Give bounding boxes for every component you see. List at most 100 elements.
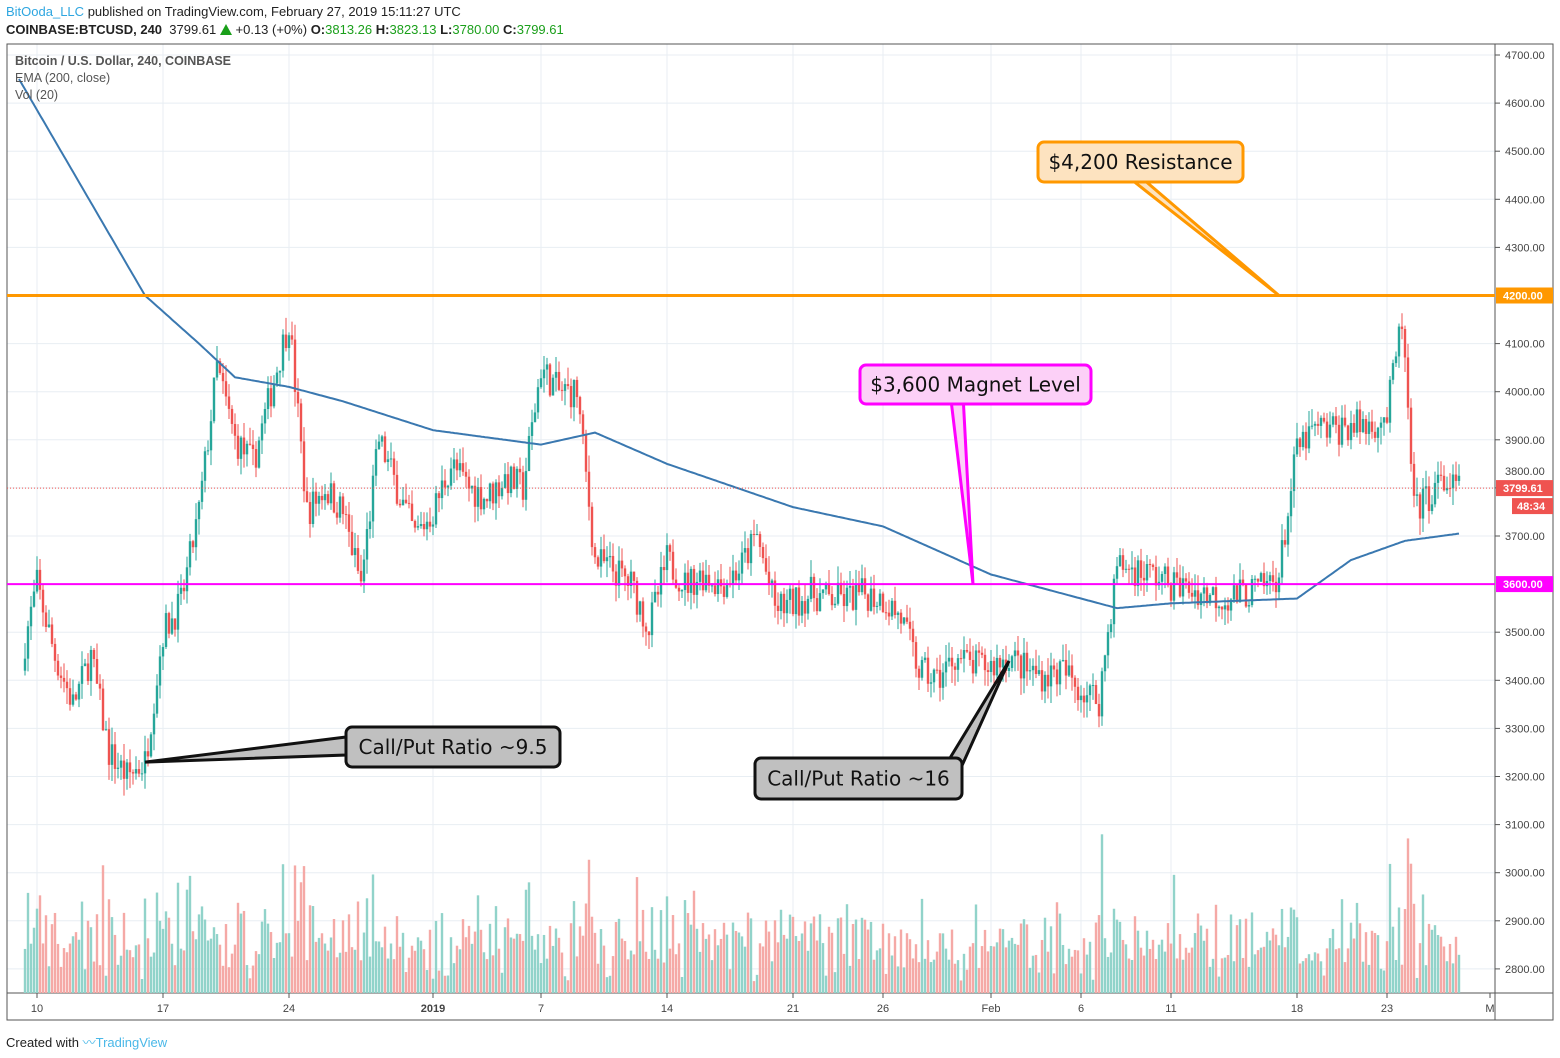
- volume-bar: [203, 919, 207, 993]
- candle-body: [770, 580, 774, 585]
- candle-body: [416, 526, 420, 528]
- volume-bar: [470, 943, 474, 993]
- volume-bar: [587, 859, 591, 993]
- candle-body: [755, 534, 759, 536]
- volume-bar: [590, 916, 594, 993]
- volume-bar: [32, 927, 36, 993]
- volume-bar: [1346, 948, 1350, 993]
- candle-body: [1001, 659, 1005, 668]
- volume-bar: [797, 940, 801, 993]
- candle-body: [413, 520, 417, 528]
- candle-body: [1445, 488, 1449, 491]
- volume-bar: [581, 935, 585, 993]
- callout-2[interactable]: $3,600 Magnet Level: [858, 363, 1093, 585]
- candle-body: [287, 335, 291, 349]
- volume-bar: [1214, 904, 1218, 993]
- volume-bar: [1352, 938, 1356, 993]
- volume-bar: [1157, 944, 1161, 993]
- candle-body: [1280, 540, 1284, 578]
- legend-volume[interactable]: Vol (20): [15, 88, 59, 102]
- volume-bar: [1106, 956, 1110, 993]
- candle-body: [1271, 575, 1275, 582]
- legend-ema[interactable]: EMA (200, close): [15, 71, 111, 85]
- volume-bar: [1136, 930, 1140, 993]
- candle-body: [716, 579, 720, 595]
- candle-body: [542, 369, 546, 379]
- volume-bar: [1211, 958, 1215, 993]
- candle-body: [917, 668, 921, 678]
- volume-bar: [953, 963, 957, 993]
- candle-body: [824, 583, 828, 590]
- volume-bar: [941, 933, 945, 993]
- candle-body: [338, 496, 342, 518]
- volume-bar: [1037, 972, 1041, 993]
- volume-bar: [635, 877, 639, 993]
- candle-body: [1097, 703, 1101, 717]
- callout-3[interactable]: Call/Put Ratio ~9.5: [144, 725, 562, 769]
- candle-body: [110, 744, 114, 765]
- volume-bar: [122, 912, 126, 993]
- candle-body: [920, 660, 924, 678]
- volume-bar: [152, 952, 156, 993]
- candle-body: [611, 555, 615, 572]
- candle-body: [569, 386, 573, 408]
- candle-body: [881, 593, 885, 613]
- volume-bar: [1232, 961, 1236, 993]
- candle-body: [1070, 665, 1074, 678]
- candle-body: [986, 670, 990, 673]
- publisher-link[interactable]: BitOoda_LLC: [6, 4, 85, 19]
- volume-bar: [791, 916, 795, 993]
- callout-1[interactable]: $4,200 Resistance: [1036, 140, 1280, 297]
- y-tick-label: 4400.00: [1505, 194, 1545, 206]
- candle-body: [944, 661, 948, 673]
- candle-body: [1430, 504, 1434, 512]
- candle-body: [1289, 491, 1293, 517]
- candle-body: [266, 388, 270, 410]
- volume-bar: [815, 940, 819, 993]
- candle-body: [788, 588, 792, 600]
- candle-body: [1367, 421, 1371, 434]
- candle-body: [1043, 674, 1047, 692]
- volume-bar: [320, 933, 324, 993]
- candle-body: [725, 583, 729, 597]
- candle-body: [794, 587, 798, 615]
- volume-bar: [458, 949, 462, 993]
- candle-body: [245, 443, 249, 455]
- volume-bar: [1349, 922, 1353, 993]
- volume-bar: [779, 909, 783, 993]
- volume-bar: [314, 941, 318, 993]
- y-tick-label: 3800.00: [1505, 466, 1545, 478]
- volume-bar: [71, 936, 75, 993]
- callout-4[interactable]: Call/Put Ratio ~16: [753, 660, 1011, 801]
- volume-bar: [26, 892, 30, 993]
- candle-body: [866, 594, 870, 611]
- volume-bar: [1160, 939, 1164, 993]
- tradingview-logo[interactable]: 〰TradingView: [82, 1035, 168, 1050]
- volume-bar: [602, 945, 606, 993]
- volume-bar: [830, 932, 834, 993]
- candle-body: [791, 588, 795, 615]
- volume-bar: [623, 940, 627, 993]
- candle-body: [962, 650, 966, 659]
- volume-bar: [605, 977, 609, 993]
- volume-bar: [428, 929, 432, 993]
- volume-bar: [737, 932, 741, 993]
- volume-bar: [620, 938, 624, 993]
- candle-body: [776, 605, 780, 612]
- x-tick-label: 23: [1381, 1003, 1393, 1015]
- volume-bar: [485, 959, 489, 993]
- candle-body: [1049, 665, 1053, 687]
- level-price-tag: [1496, 576, 1553, 593]
- candle-body: [1217, 606, 1221, 609]
- candle-body: [479, 487, 483, 510]
- volume-bar: [935, 951, 939, 993]
- chart-legend: Bitcoin / U.S. Dollar, 240, COINBASE EMA…: [15, 53, 231, 104]
- volume-bar: [1193, 933, 1197, 993]
- volume-bar: [641, 909, 645, 993]
- y-tick-label: 4500.00: [1505, 146, 1545, 158]
- volume-bar: [1307, 954, 1311, 993]
- candle-body: [269, 388, 273, 407]
- candle-body: [449, 468, 453, 486]
- candle-body: [620, 560, 624, 569]
